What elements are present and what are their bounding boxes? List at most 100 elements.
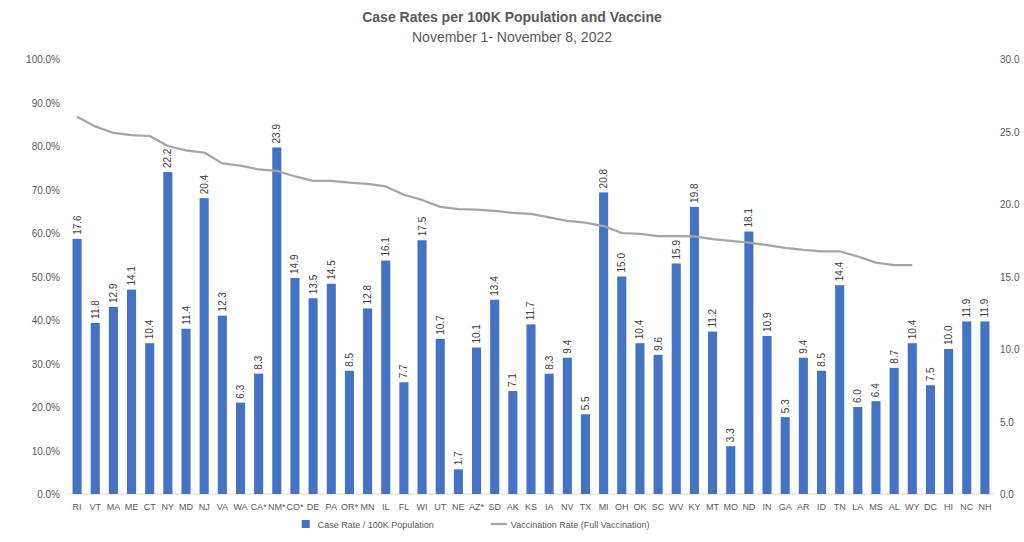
y-tick xyxy=(65,320,68,321)
data-label: 8.3 xyxy=(544,355,555,369)
x-tick-label: UT xyxy=(434,502,446,512)
data-label: 6.0 xyxy=(852,389,863,403)
bar xyxy=(962,321,971,494)
bar xyxy=(218,316,227,494)
data-label: 17.5 xyxy=(417,216,428,236)
x-tick-label: HI xyxy=(944,502,953,512)
bar xyxy=(944,349,953,494)
y-tick xyxy=(65,102,68,103)
data-label: 11.2 xyxy=(707,308,718,327)
y-tick-label: 20.0% xyxy=(32,402,60,413)
data-label: 8.7 xyxy=(889,350,900,364)
data-label: 10.7 xyxy=(435,315,446,335)
bar xyxy=(835,285,844,494)
x-tick-label: ND xyxy=(742,502,755,512)
data-label: 20.8 xyxy=(598,168,609,188)
bar xyxy=(399,382,408,494)
y2-tick xyxy=(994,276,997,277)
x-tick-label: NE xyxy=(452,502,465,512)
x-tick-label: TX xyxy=(580,502,592,512)
bar xyxy=(853,407,862,494)
x-tick-label: NM* xyxy=(268,502,286,512)
bar xyxy=(272,147,281,494)
data-label: 10.0 xyxy=(943,325,954,345)
x-tick-label: OH xyxy=(615,502,629,512)
x-tick-label: ME xyxy=(125,502,139,512)
data-label: 10.4 xyxy=(144,319,155,339)
data-label: 1.7 xyxy=(453,451,464,465)
x-tick-label: TN xyxy=(834,502,846,512)
x-tick-label: WA xyxy=(233,502,247,512)
y2-tick xyxy=(994,204,997,205)
bar xyxy=(418,240,427,494)
bar xyxy=(763,336,772,494)
y-tick xyxy=(65,363,68,364)
y2-tick-label: 20.0 xyxy=(1000,199,1020,210)
y2-tick xyxy=(994,494,997,495)
x-tick-label: VT xyxy=(89,502,101,512)
data-label: 10.9 xyxy=(762,312,773,332)
bar xyxy=(163,172,172,494)
x-tick-label: DC xyxy=(924,502,937,512)
y-tick-label: 100.0% xyxy=(26,54,60,65)
bar xyxy=(617,277,626,495)
x-tick-label: WY xyxy=(905,502,920,512)
data-label: 8.5 xyxy=(344,352,355,366)
y-tick-label: 30.0% xyxy=(32,359,60,370)
data-label: 7.7 xyxy=(398,364,409,378)
data-labels: 17.611.812.914.110.422.211.420.412.36.38… xyxy=(72,124,991,466)
legend: Case Rate / 100K PopulationVaccination R… xyxy=(302,520,650,530)
x-tick-label: NV xyxy=(561,502,574,512)
y-tick-label: 0.0% xyxy=(37,489,60,500)
background xyxy=(0,0,1024,542)
bar xyxy=(654,355,663,494)
y-tick-label: 50.0% xyxy=(32,272,60,283)
data-label: 7.5 xyxy=(925,367,936,381)
x-tick-label: SC xyxy=(652,502,665,512)
x-tick-label: CA* xyxy=(251,502,268,512)
bar xyxy=(545,374,554,494)
y-tick xyxy=(65,59,68,60)
x-tick-label: GA xyxy=(779,502,792,512)
data-label: 20.4 xyxy=(199,174,210,194)
bar xyxy=(690,207,699,494)
marks xyxy=(73,117,990,494)
bar xyxy=(980,321,989,494)
data-label: 10.4 xyxy=(907,319,918,339)
x-tick-label: OR* xyxy=(341,502,359,512)
y2-tick xyxy=(994,131,997,132)
data-label: 14.4 xyxy=(834,261,845,281)
y-tick-label: 90.0% xyxy=(32,98,60,109)
x-tick-label: VA xyxy=(217,502,228,512)
y-tick-label: 60.0% xyxy=(32,228,60,239)
data-label: 12.9 xyxy=(108,283,119,303)
bar xyxy=(781,417,790,494)
bar xyxy=(109,307,118,494)
x-tick-label: KS xyxy=(525,502,537,512)
data-label: 6.4 xyxy=(870,383,881,397)
x-tick-label: WI xyxy=(417,502,428,512)
legend-label: Vaccination Rate (Full Vaccination) xyxy=(511,520,650,530)
y-tick-label: 80.0% xyxy=(32,141,60,152)
data-label: 12.3 xyxy=(217,292,228,312)
bar xyxy=(254,374,263,494)
y2-tick-label: 5.0 xyxy=(1000,417,1014,428)
x-tick-label: AK xyxy=(507,502,519,512)
legend-swatch xyxy=(491,523,507,525)
data-label: 13.4 xyxy=(489,276,500,296)
y2-tick-label: 15.0 xyxy=(1000,272,1020,283)
bar xyxy=(127,290,136,494)
bar xyxy=(926,385,935,494)
title: Case Rates per 100K Population and Vacci… xyxy=(362,9,662,25)
x-tick-label: ID xyxy=(817,502,827,512)
bar xyxy=(181,329,190,494)
bar xyxy=(145,343,154,494)
y2-tick-label: 25.0 xyxy=(1000,127,1020,138)
data-label: 10.1 xyxy=(471,324,482,344)
y-tick-label: 40.0% xyxy=(32,315,60,326)
bar xyxy=(799,358,808,494)
x-tick-label: AL xyxy=(889,502,900,512)
bar xyxy=(490,300,499,494)
y-tick xyxy=(65,146,68,147)
bar xyxy=(890,368,899,494)
